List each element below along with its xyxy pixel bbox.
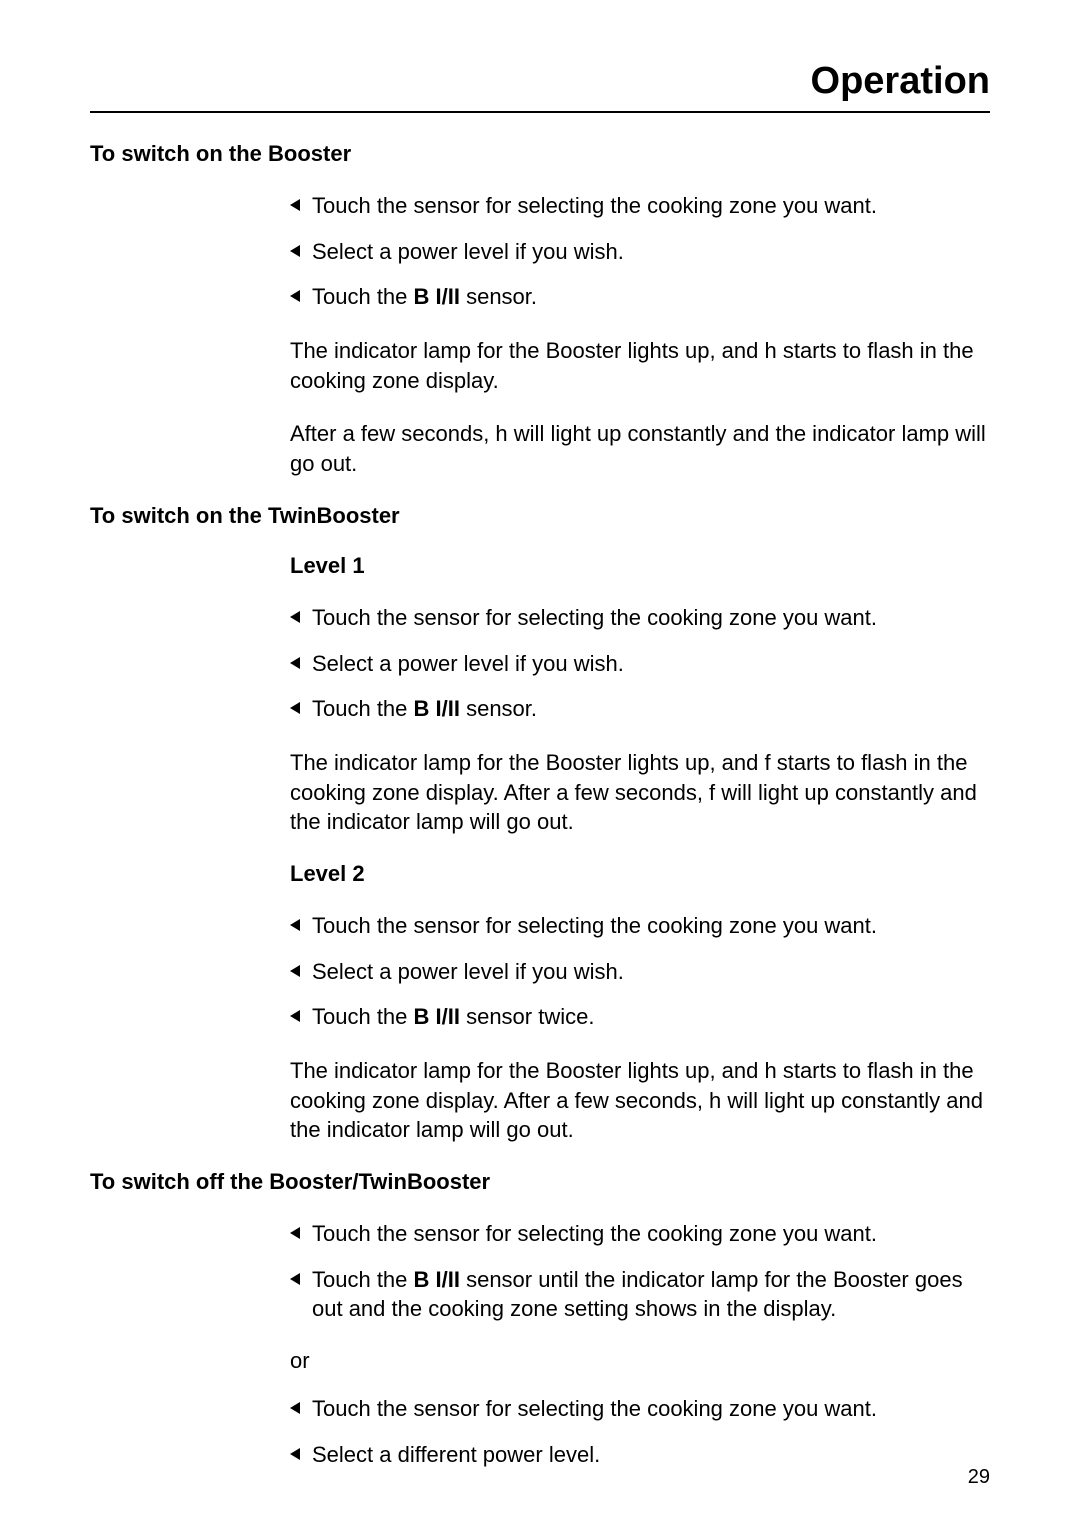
step-text: Touch the sensor for selecting the cooki… [312,1219,877,1249]
content-block: Touch the sensor for selecting the cooki… [290,191,990,312]
step-text: Touch the B I/II sensor. [312,694,537,724]
page-header: Operation [90,60,990,113]
step-item: Touch the sensor for selecting the cooki… [290,603,990,633]
paragraph: The indicator lamp for the Booster light… [290,1056,990,1145]
step-item: Select a power level if you wish. [290,237,990,267]
paragraph: After a few seconds, h will light up con… [290,419,990,478]
section: To switch on the TwinBooster Level 1 Touch… [90,503,990,1145]
step-text: Touch the sensor for selecting the cooki… [312,911,877,941]
paragraph: The indicator lamp for the Booster light… [290,336,990,395]
content-block: After a few seconds, h will light up con… [290,419,990,478]
content-block: The indicator lamp for the Booster light… [290,1056,990,1145]
content-block: The indicator lamp for the Booster light… [290,748,990,837]
content-block: Touch the sensor for selecting the cooki… [290,603,990,724]
step-item: Touch the sensor for selecting the cooki… [290,191,990,221]
sub-heading: Level 2 [290,861,990,887]
content-block: Touch the sensor for selecting the cooki… [290,1394,990,1469]
section: To switch off the Booster/TwinBooster Tou… [90,1169,990,1469]
step-text: Touch the B I/II sensor until the indica… [312,1265,990,1324]
step-item: Touch the sensor for selecting the cooki… [290,911,990,941]
caret-icon [290,965,300,977]
step-item: Select a power level if you wish. [290,649,990,679]
section: To switch on the Booster Touch the sensor… [90,141,990,479]
step-item: Touch the sensor for selecting the cooki… [290,1394,990,1424]
step-item: Touch the B I/II sensor twice. [290,1002,990,1032]
content-block: The indicator lamp for the Booster light… [290,336,990,395]
step-item: Touch the sensor for selecting the cooki… [290,1219,990,1249]
step-text: Select a power level if you wish. [312,649,624,679]
caret-icon [290,1448,300,1460]
step-item: Touch the B I/II sensor until the indica… [290,1265,990,1324]
caret-icon [290,199,300,211]
content-block: Level 2 [290,861,990,887]
step-item: Select a power level if you wish. [290,957,990,987]
content-block: Level 1 [290,553,990,579]
caret-icon [290,245,300,257]
step-text: Touch the B I/II sensor. [312,282,537,312]
step-text: Select a different power level. [312,1440,600,1470]
content-block: Touch the sensor for selecting the cooki… [290,1219,990,1324]
caret-icon [290,702,300,714]
section-heading: To switch on the TwinBooster [90,503,990,529]
page-title: Operation [811,60,990,103]
caret-icon [290,1227,300,1239]
caret-icon [290,919,300,931]
step-item: Select a different power level. [290,1440,990,1470]
section-heading: To switch off the Booster/TwinBooster [90,1169,990,1195]
or-text: or [290,1348,990,1374]
step-text: Touch the sensor for selecting the cooki… [312,1394,877,1424]
step-text: Select a power level if you wish. [312,957,624,987]
caret-icon [290,657,300,669]
section-heading: To switch on the Booster [90,141,990,167]
step-item: Touch the B I/II sensor. [290,694,990,724]
caret-icon [290,1010,300,1022]
step-text: Touch the sensor for selecting the cooki… [312,603,877,633]
content-block: Touch the sensor for selecting the cooki… [290,911,990,1032]
caret-icon [290,611,300,623]
sub-heading: Level 1 [290,553,990,579]
page-content: To switch on the Booster Touch the sensor… [90,141,990,1470]
step-text: Touch the B I/II sensor twice. [312,1002,594,1032]
paragraph: The indicator lamp for the Booster light… [290,748,990,837]
step-item: Touch the B I/II sensor. [290,282,990,312]
step-text: Touch the sensor for selecting the cooki… [312,191,877,221]
page-number: 29 [968,1466,990,1489]
caret-icon [290,1402,300,1414]
caret-icon [290,290,300,302]
step-text: Select a power level if you wish. [312,237,624,267]
caret-icon [290,1273,300,1285]
